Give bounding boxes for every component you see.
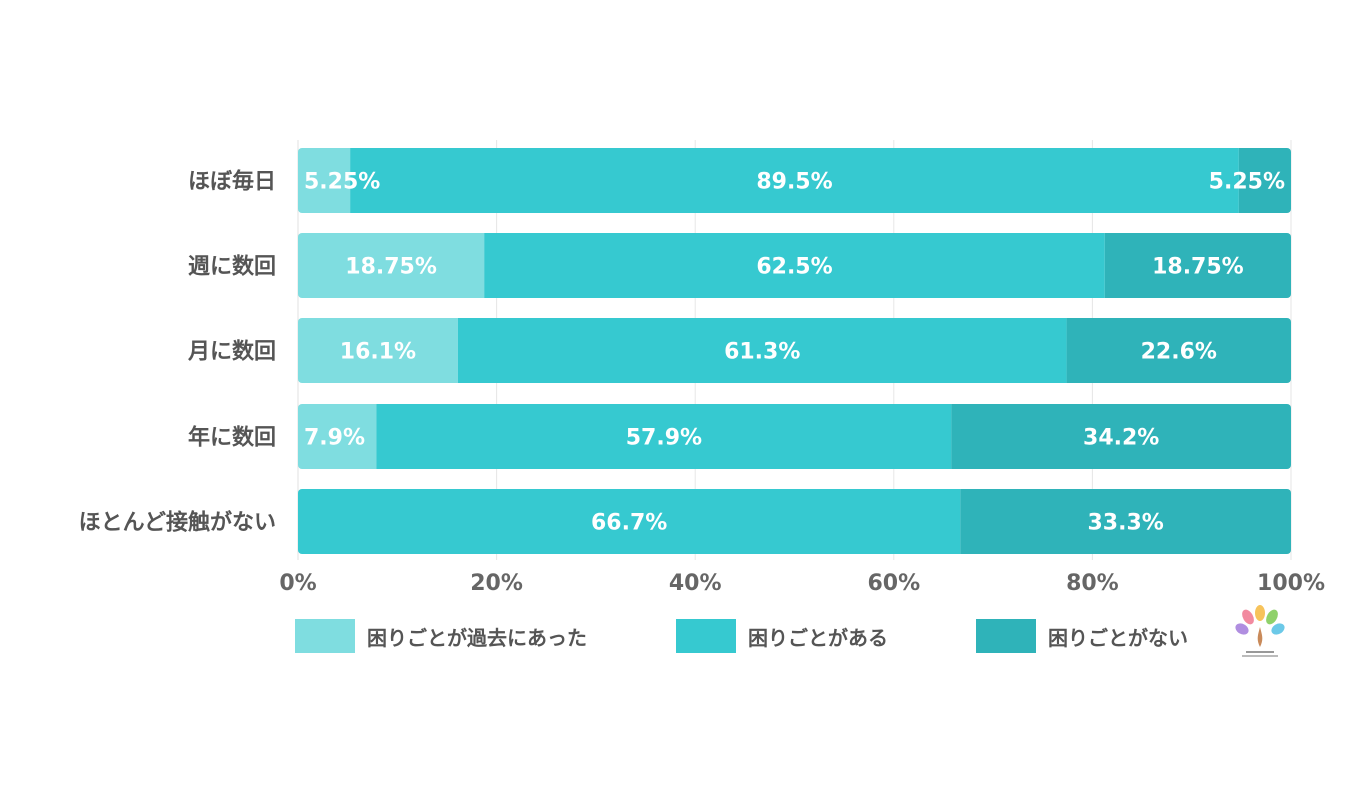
data-label: 7.9% <box>304 426 365 451</box>
data-label: 61.3% <box>724 340 800 365</box>
bar-segment <box>298 318 458 383</box>
x-tick-label: 40% <box>669 571 722 596</box>
bar-segment <box>298 148 351 213</box>
bar-segment <box>1104 233 1291 298</box>
category-label: 年に数回 <box>188 425 276 451</box>
bar-segment <box>484 233 1105 298</box>
data-label: 62.5% <box>756 255 832 280</box>
category-label: ほとんど接触がない <box>79 510 276 536</box>
data-label: 16.1% <box>340 340 416 365</box>
bar-segment <box>951 404 1291 469</box>
bar-row: 5.25% 89.5% 5.25% <box>298 148 1291 213</box>
legend-swatch-none <box>976 619 1036 653</box>
data-label: 5.25% <box>304 170 380 195</box>
x-tick-label: 0% <box>279 571 316 596</box>
bar-segment <box>298 233 485 298</box>
category-label: ほぼ毎日 <box>188 170 276 195</box>
x-tick-label: 60% <box>867 571 920 596</box>
category-label: 月に数回 <box>187 339 276 365</box>
data-label: 5.25% <box>1209 170 1285 195</box>
legend-swatch-present <box>676 619 736 653</box>
x-tick-label: 80% <box>1066 571 1119 596</box>
bar-segment <box>376 404 952 469</box>
data-label: 22.6% <box>1141 340 1217 365</box>
legend-label-present: 困りごとがある <box>748 625 888 650</box>
bar-row: 7.9% 57.9% 34.2% <box>298 404 1291 469</box>
x-tick-label: 100% <box>1257 571 1325 596</box>
legend-item-none: 困りごとがない <box>976 618 1188 654</box>
bars: 5.25% 89.5% 5.25% 18.75% 62.5% 18.75% 16.1% 61.… <box>298 148 1291 554</box>
bar-segment <box>1238 148 1291 213</box>
bar-segment <box>298 404 377 469</box>
legend-item-past: 困りごとが過去にあった <box>295 618 587 654</box>
research-institute-logo <box>1235 605 1285 657</box>
bar-segment <box>1066 318 1291 383</box>
bar-row: 16.1% 61.3% 22.6% <box>298 318 1291 383</box>
data-label: 89.5% <box>756 170 832 195</box>
bar-segment <box>298 489 961 554</box>
bar-row: 18.75% 62.5% 18.75% <box>298 233 1291 298</box>
x-tick-label: 20% <box>470 571 523 596</box>
bar-row: 66.7% 33.3% <box>298 489 1291 554</box>
data-label: 34.2% <box>1083 426 1159 451</box>
data-label: 66.7% <box>591 511 667 536</box>
data-label: 18.75% <box>1152 255 1244 280</box>
data-label: 18.75% <box>345 255 437 280</box>
category-label: 週に数回 <box>188 254 276 280</box>
data-label: 33.3% <box>1088 511 1164 536</box>
bar-segment <box>960 489 1291 554</box>
legend-label-past: 困りごとが過去にあった <box>367 625 587 650</box>
legend: 困りごとが過去にあった 困りごとがある 困りごとがない <box>0 618 1366 658</box>
bar-segment <box>457 318 1067 383</box>
legend-label-none: 困りごとがない <box>1048 625 1188 650</box>
legend-item-present: 困りごとがある <box>676 618 888 654</box>
bar-segment <box>350 148 1239 213</box>
legend-swatch-past <box>295 619 355 653</box>
x-axis-ticks: 0% 20% 40% 60% 80% 100% <box>279 571 1325 596</box>
data-label: 57.9% <box>626 426 702 451</box>
